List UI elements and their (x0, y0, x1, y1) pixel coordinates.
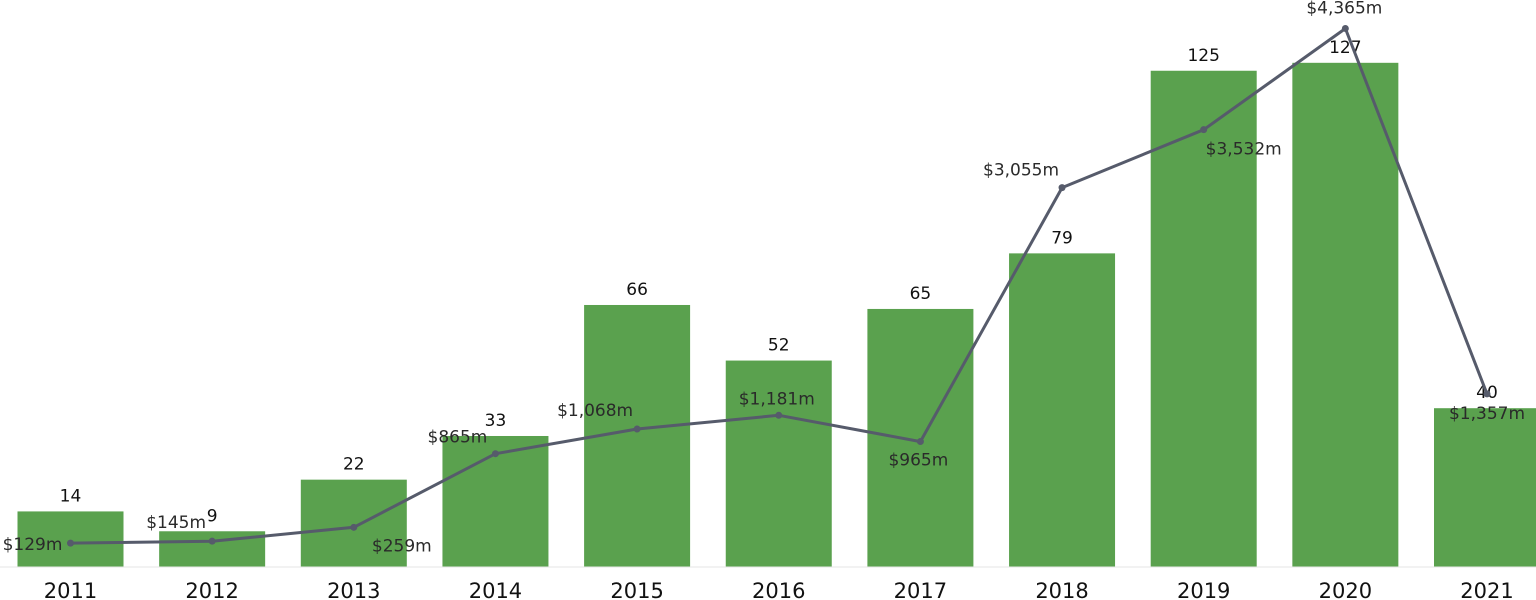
line-point-2012 (208, 537, 216, 545)
bar-2018 (1009, 253, 1116, 567)
bar-2011 (17, 511, 124, 567)
line-value-label: $3,532m (1206, 140, 1282, 160)
line-point-2017 (916, 438, 924, 446)
line-labels-group: $129m $145m $259m $865m $1,068m $1,181m $965m $… (3, 0, 1525, 556)
line-value-label: $1,068m (557, 401, 633, 421)
x-tick-label: 2013 (327, 579, 380, 600)
bar-value-label: 22 (343, 455, 365, 475)
x-tick-label: 2014 (469, 579, 522, 600)
x-tick-label: 2012 (185, 579, 238, 600)
line-value-label: $145m (146, 513, 206, 533)
bar-value-label: 52 (768, 336, 790, 356)
bar-2014 (442, 435, 549, 567)
line-value-label: $865m (428, 428, 488, 448)
bar-2017 (867, 308, 974, 567)
bar-value-label: 66 (626, 280, 648, 300)
line-point-2015 (633, 425, 641, 433)
bar-2021 (1434, 408, 1536, 567)
x-tick-label: 2018 (1035, 579, 1088, 600)
line-value-label: $129m (3, 535, 63, 555)
line-point-2011 (67, 539, 74, 547)
line-point-2019 (1200, 126, 1208, 134)
line-value-label: $3,055m (983, 161, 1059, 181)
bar-2013 (300, 479, 407, 567)
x-tick-label: 2016 (752, 579, 805, 600)
x-tick-labels-group: 2011 2012 2013 2014 2015 2016 2017 2018 2019 2020… (44, 579, 1514, 600)
x-tick-label: 2015 (610, 579, 663, 600)
bar-value-label: 79 (1051, 228, 1073, 248)
bar-value-label: 9 (207, 506, 218, 526)
line-point-2020 (1341, 24, 1349, 32)
x-tick-label: 2017 (894, 579, 947, 600)
line-point-2016 (775, 411, 783, 419)
line-point-2013 (350, 523, 358, 531)
bar-value-label: 14 (60, 486, 82, 506)
bar-value-label: 125 (1187, 46, 1219, 66)
line-point-2018 (1058, 184, 1066, 192)
line-value-label: $1,181m (739, 389, 815, 409)
bar-value-label: 65 (910, 284, 932, 304)
bar-labels-group: 14922336652657912512740 (60, 38, 1498, 526)
bar-2020 (1292, 62, 1399, 568)
bar-2019 (1150, 70, 1257, 567)
line-value-label: $259m (372, 536, 432, 556)
bar-2016 (725, 360, 832, 567)
line-series-group (67, 24, 1491, 547)
line-value-label: $4,365m (1306, 0, 1382, 18)
x-tick-label: 2019 (1177, 579, 1230, 600)
line-value-label: $965m (888, 451, 948, 471)
x-tick-label: 2020 (1319, 579, 1372, 600)
line-point-2014 (491, 450, 499, 458)
line-value-label: $1,357m (1449, 404, 1525, 424)
line-point-2021 (1483, 390, 1491, 398)
x-tick-label: 2011 (44, 579, 97, 600)
bar-value-label: 33 (485, 411, 507, 431)
x-tick-label: 2021 (1460, 579, 1513, 600)
bars-group (17, 62, 1536, 568)
